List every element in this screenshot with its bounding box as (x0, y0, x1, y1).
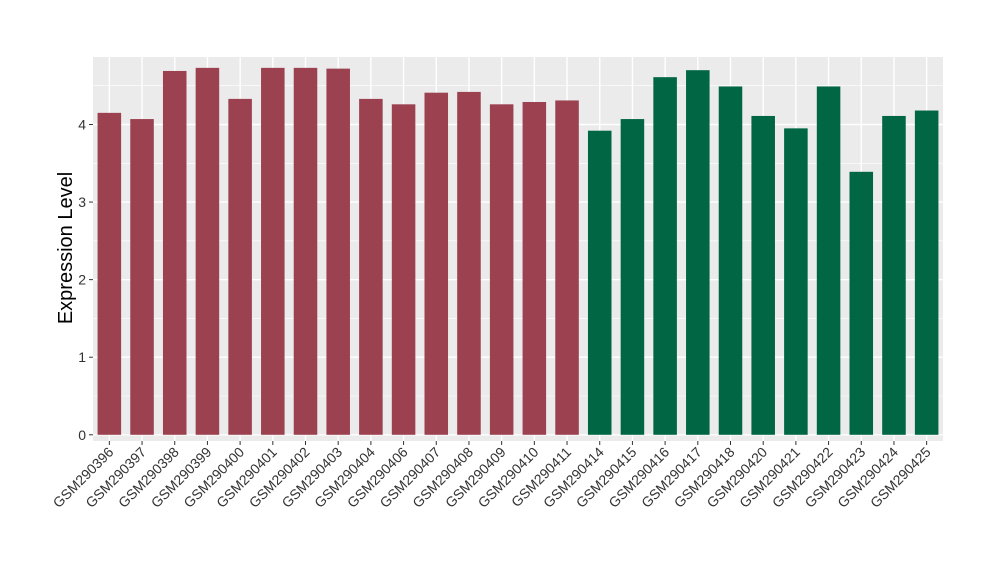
bar-GSM290411 (555, 100, 579, 435)
bar-GSM290398 (162, 70, 187, 435)
bar-GSM290407 (424, 92, 449, 435)
bar-GSM290425 (914, 110, 939, 435)
y-tick-label: 2 (78, 272, 86, 288)
bar-GSM290418 (718, 86, 743, 435)
bar-GSM290421 (784, 128, 808, 435)
y-tick-label: 1 (78, 349, 86, 365)
bar-GSM290408 (457, 91, 481, 435)
y-axis-title: Expression Level (55, 172, 77, 324)
bar-GSM290423 (849, 171, 874, 435)
bars (97, 67, 939, 435)
bar-GSM290414 (587, 130, 612, 435)
bar-GSM290417 (686, 70, 710, 435)
bar-GSM290415 (620, 119, 645, 435)
bar-GSM290400 (228, 98, 252, 435)
bar-GSM290406 (391, 104, 416, 435)
bar-GSM290410 (522, 101, 547, 435)
y-tick-label: 4 (78, 116, 86, 132)
bar-GSM290397 (130, 119, 154, 435)
bar-GSM290401 (261, 67, 285, 435)
bar-GSM290399 (195, 67, 220, 435)
bar-GSM290403 (326, 68, 350, 435)
bar-GSM290420 (751, 115, 775, 435)
bar-GSM290404 (359, 98, 383, 435)
bar-GSM290402 (293, 67, 318, 435)
bar-GSM290409 (489, 104, 514, 435)
y-tick-label: 0 (78, 427, 86, 443)
bar-GSM290416 (653, 77, 677, 435)
bar-GSM290424 (882, 115, 906, 435)
bar-GSM290422 (816, 86, 841, 435)
x-axis: GSM290396GSM290397GSM290398GSM290399GSM2… (50, 441, 934, 511)
plot-panel (93, 57, 943, 441)
bar-GSM290396 (97, 112, 122, 435)
y-tick-label: 3 (78, 194, 86, 210)
y-axis: 0 1 2 3 4 (78, 116, 93, 443)
